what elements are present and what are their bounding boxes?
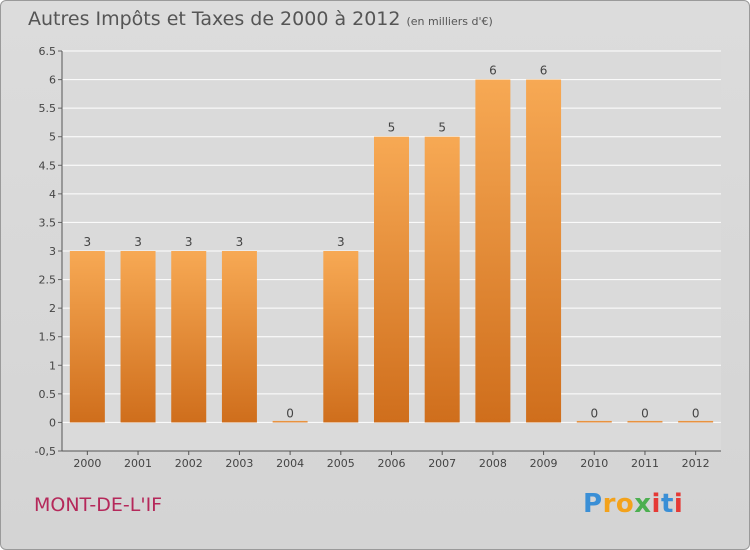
bar <box>475 79 511 423</box>
x-tick-label: 2010 <box>580 457 608 470</box>
data-label: 3 <box>337 235 345 249</box>
data-label: 0 <box>590 406 598 420</box>
y-tick-label: 2 <box>49 302 56 315</box>
data-label: 0 <box>692 406 700 420</box>
y-tick-label: 4 <box>49 188 56 201</box>
proxiti-logo: Proxiti <box>583 489 683 519</box>
bar <box>272 420 308 423</box>
logo-letter: r <box>602 489 616 519</box>
data-label: 3 <box>236 235 244 249</box>
bar <box>120 251 156 423</box>
x-tick-label: 2007 <box>428 457 456 470</box>
chart-unit: (en milliers d'€) <box>406 15 493 28</box>
logo-letter: i <box>673 489 684 519</box>
x-tick-label: 2002 <box>175 457 203 470</box>
x-tick-label: 2001 <box>124 457 152 470</box>
logo-letter: P <box>583 489 603 519</box>
bar <box>627 420 663 423</box>
x-tick-label: 2004 <box>276 457 304 470</box>
y-tick-label: 0 <box>49 416 56 429</box>
x-tick-label: 2000 <box>73 457 101 470</box>
x-tick-label: 2006 <box>378 457 406 470</box>
bar <box>678 420 714 423</box>
y-tick-label: 1.5 <box>39 331 57 344</box>
x-tick-label: 2003 <box>225 457 253 470</box>
data-label: 5 <box>438 121 446 135</box>
y-tick-label: 3.5 <box>39 216 57 229</box>
logo-letter: o <box>615 489 635 519</box>
data-label: 0 <box>286 406 294 420</box>
bar <box>374 136 409 423</box>
logo-letter: x <box>634 489 652 519</box>
data-label: 5 <box>388 121 396 135</box>
x-tick-label: 2005 <box>327 457 355 470</box>
data-label: 3 <box>134 235 142 249</box>
commune-name: MONT-DE-L'IF <box>34 494 163 516</box>
bar <box>576 420 612 423</box>
y-tick-label: 2.5 <box>39 274 57 287</box>
chart-title-text: Autres Impôts et Taxes de 2000 à 2012 <box>28 8 401 30</box>
y-tick-label: 0.5 <box>39 388 57 401</box>
bar <box>221 251 257 423</box>
x-tick-label: 2012 <box>682 457 710 470</box>
bar <box>526 79 562 423</box>
bar <box>323 251 359 423</box>
y-tick-label: 4.5 <box>39 159 57 172</box>
x-tick-label: 2011 <box>631 457 659 470</box>
data-label: 0 <box>641 406 649 420</box>
bar <box>424 136 460 423</box>
data-label: 6 <box>489 64 497 78</box>
y-tick-label: 6.5 <box>39 45 57 58</box>
data-label: 3 <box>84 235 92 249</box>
x-tick-label: 2009 <box>530 457 558 470</box>
y-tick-label: 5.5 <box>39 102 57 115</box>
logo-letter: i <box>651 489 661 519</box>
y-tick-label: 3 <box>49 245 56 258</box>
y-tick-label: -0,5 <box>35 445 56 458</box>
bar <box>69 251 105 423</box>
logo-letter: t <box>660 489 674 519</box>
bar <box>171 251 207 423</box>
y-tick-label: 1 <box>49 359 56 372</box>
data-label: 6 <box>540 64 548 78</box>
data-label: 3 <box>185 235 193 249</box>
y-tick-label: 6 <box>49 74 56 87</box>
x-tick-label: 2008 <box>479 457 507 470</box>
y-tick-label: 5 <box>49 131 56 144</box>
chart-title: Autres Impôts et Taxes de 2000 à 2012 (en… <box>28 8 493 30</box>
